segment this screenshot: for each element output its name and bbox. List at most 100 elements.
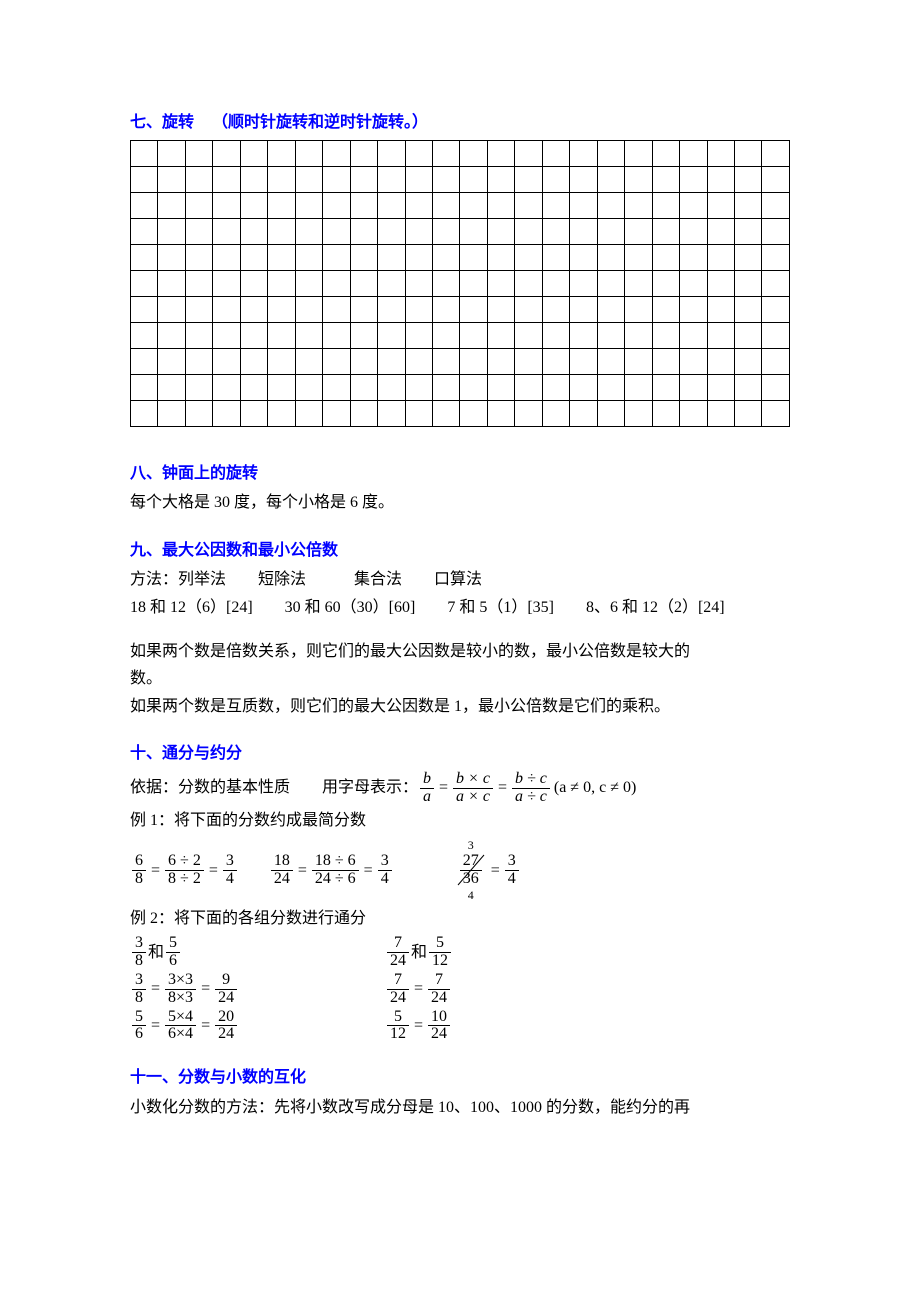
section-9-methods: 方法：列举法 短除法 集合法 口算法 <box>130 567 790 593</box>
grid-cell <box>213 348 240 374</box>
grid-cell <box>762 348 790 374</box>
grid-cell <box>625 322 652 348</box>
grid-cell <box>707 348 734 374</box>
grid-cell <box>185 400 212 426</box>
equals-icon: = <box>498 775 507 801</box>
grid-cell <box>570 218 597 244</box>
grid-cell <box>268 218 295 244</box>
grid-cell <box>597 140 624 166</box>
grid-cell <box>323 270 350 296</box>
heading-7-tail: （顺时针旋转和逆时针旋转。） <box>212 114 428 131</box>
grid-cell <box>323 322 350 348</box>
heading-7-title: 七、旋转 <box>130 114 194 131</box>
grid-cell <box>158 296 185 322</box>
heading-9: 九、最大公因数和最小公倍数 <box>130 538 790 564</box>
grid-cell <box>542 244 569 270</box>
grid-cell <box>185 322 212 348</box>
example-2-row: 38 和 56 38 = 3×38×3 = 924 56 = 5×46×4 = … <box>130 933 790 1045</box>
grid-cell <box>597 374 624 400</box>
grid-cell <box>625 218 652 244</box>
grid-cell <box>597 400 624 426</box>
grid-cell <box>734 166 761 192</box>
grid-cell <box>295 166 322 192</box>
section-8-body: 每个大格是 30 度，每个小格是 6 度。 <box>130 490 790 516</box>
grid-cell <box>350 270 377 296</box>
ex1-a: 68 = 6 ÷ 28 ÷ 2 = 34 <box>130 853 239 888</box>
grid-cell <box>185 140 212 166</box>
grid-cell <box>213 244 240 270</box>
grid-cell <box>378 374 405 400</box>
grid-cell <box>460 140 487 166</box>
grid-cell <box>762 192 790 218</box>
grid-cell <box>131 348 158 374</box>
grid-cell <box>680 348 707 374</box>
grid-cell <box>734 296 761 322</box>
grid-cell <box>625 244 652 270</box>
grid-cell <box>432 400 459 426</box>
grid-cell <box>734 322 761 348</box>
grid-cell <box>185 192 212 218</box>
grid-cell <box>240 374 267 400</box>
ex1-c: 3 27 36 4 = 34 <box>454 853 521 888</box>
grid-cell <box>268 270 295 296</box>
grid-cell <box>213 166 240 192</box>
heading-11: 十一、分数与小数的互化 <box>130 1065 790 1091</box>
grid-cell <box>378 322 405 348</box>
grid-cell <box>158 140 185 166</box>
grid-cell <box>323 374 350 400</box>
grid-cell <box>597 270 624 296</box>
grid-cell <box>158 244 185 270</box>
grid-cell <box>680 140 707 166</box>
grid-cell <box>213 192 240 218</box>
grid-cell <box>460 322 487 348</box>
grid-cell <box>350 348 377 374</box>
grid-cell <box>542 296 569 322</box>
grid-cell <box>158 166 185 192</box>
grid-cell <box>131 296 158 322</box>
grid-cell <box>432 374 459 400</box>
grid-cell <box>515 374 542 400</box>
frac-prop-1: b a <box>420 771 434 806</box>
grid-cell <box>652 348 679 374</box>
grid-cell <box>185 348 212 374</box>
grid-cell <box>652 192 679 218</box>
grid-cell <box>131 218 158 244</box>
frac-prop-2: b × c a × c <box>453 771 493 806</box>
grid-cell <box>597 218 624 244</box>
grid-cell <box>240 192 267 218</box>
section-9-rule2: 如果两个数是互质数，则它们的最大公因数是 1，最小公倍数是它们的乘积。 <box>130 694 790 720</box>
grid-cell <box>460 166 487 192</box>
grid-cell <box>405 400 432 426</box>
grid-cell <box>542 140 569 166</box>
grid-cell <box>323 218 350 244</box>
grid-cell <box>213 140 240 166</box>
ex2-left: 38 和 56 38 = 3×38×3 = 924 56 = 5×46×4 = … <box>130 933 385 1045</box>
grid-cell <box>460 270 487 296</box>
grid-cell <box>487 322 514 348</box>
grid-cell <box>707 296 734 322</box>
grid-cell <box>597 296 624 322</box>
grid-cell <box>680 400 707 426</box>
grid-cell <box>707 166 734 192</box>
grid-cell <box>707 322 734 348</box>
grid-cell <box>268 400 295 426</box>
grid-cell <box>680 244 707 270</box>
grid-cell <box>487 348 514 374</box>
grid-cell <box>323 296 350 322</box>
grid-cell <box>240 218 267 244</box>
grid-cell <box>570 374 597 400</box>
grid-cell <box>350 322 377 348</box>
grid-cell <box>734 192 761 218</box>
grid-cell <box>460 244 487 270</box>
grid-cell <box>295 348 322 374</box>
grid-cell <box>487 166 514 192</box>
grid-cell <box>350 218 377 244</box>
fraction-property-row: 依据：分数的基本性质 用字母表示： b a = b × c a × c = b … <box>130 771 790 806</box>
grid-cell <box>762 140 790 166</box>
grid-cell <box>625 400 652 426</box>
grid-cell <box>213 270 240 296</box>
grid-cell <box>762 218 790 244</box>
grid-cell <box>542 166 569 192</box>
grid-cell <box>487 140 514 166</box>
grid-cell <box>734 270 761 296</box>
